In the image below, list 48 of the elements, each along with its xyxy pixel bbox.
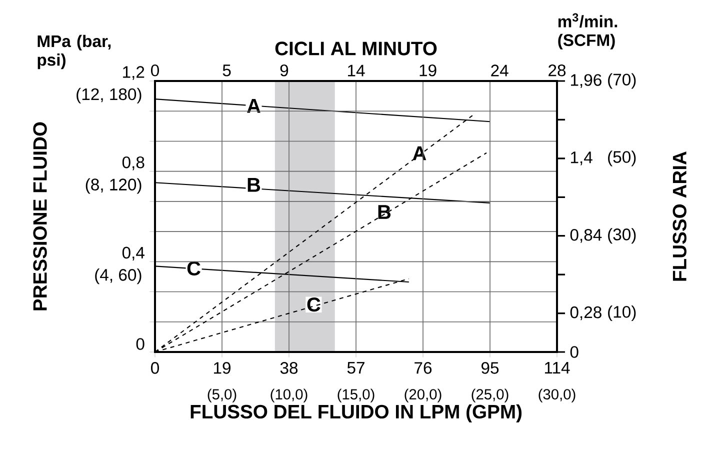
y2-tick-label: 0,84 (570, 228, 602, 243)
y2-tick-label: 0 (570, 346, 578, 358)
x-tick-label: 57 (347, 362, 364, 374)
text: MPa (bar, psi) (38, 34, 111, 70)
y-tick-label: 0,8 (122, 156, 144, 170)
text: (8, 120) (86, 178, 142, 194)
y3-tick-label: (50) (608, 150, 636, 166)
y-axis-title: PRESSIONE FLUIDO (33, 122, 47, 310)
y2-axis-title: FLUSSO ARIA (672, 151, 686, 281)
text: (20,0) (404, 388, 442, 402)
x2-tick-label: 5 (222, 64, 231, 76)
y-tick-label: 1,2 (123, 66, 144, 80)
x2-tick-label: 14 (348, 64, 365, 76)
text: m$^{3}$/min. (SCFM) (558, 13, 618, 50)
annotation: B (248, 178, 260, 192)
y2-tick-label: 0,28 (570, 306, 602, 320)
text: (10,0) (270, 388, 308, 402)
text: (15,0) (338, 388, 374, 402)
x-tick-label: 0 (151, 362, 159, 374)
annotation: C (307, 297, 320, 312)
x-tick-label: 114 (544, 362, 570, 374)
text: (5,0) (208, 388, 236, 402)
x-tick-label: 38 (280, 362, 298, 374)
text: (4, 60) (95, 268, 142, 284)
x2-axis-title: CICLI AL MINUTO (275, 42, 437, 56)
text: (12, 180) (76, 88, 142, 104)
x-tick-label: 76 (414, 362, 432, 374)
y-tick-label: 0,4 (122, 246, 144, 261)
y3-tick-label: (10) (608, 306, 636, 322)
y2-tick-label: 1,96 (570, 74, 602, 88)
x2-tick-label: 28 (548, 64, 566, 76)
annotation: C (187, 261, 200, 276)
x-tick-label: 95 (482, 362, 499, 374)
y-tick-label: 0 (136, 338, 144, 350)
y2-tick-label: 1,4 (570, 152, 592, 166)
x-axis-title: FLUSSO DEL FLUIDO IN LPM (GPM) (190, 404, 522, 422)
y3-tick-label: (70) (608, 73, 636, 89)
annotation: A (412, 146, 426, 160)
x2-tick-label: 24 (491, 64, 508, 76)
text: (30,0) (538, 388, 576, 402)
x2-tick-label: 0 (151, 64, 159, 76)
x2-tick-label: 19 (420, 64, 436, 76)
y3-tick-label: (30) (608, 228, 636, 244)
annotation: A (247, 98, 260, 113)
annotation: B (378, 205, 391, 219)
x2-tick-label: 9 (280, 64, 288, 76)
text: (25,0) (472, 388, 508, 402)
x-tick-label: 19 (214, 362, 230, 374)
